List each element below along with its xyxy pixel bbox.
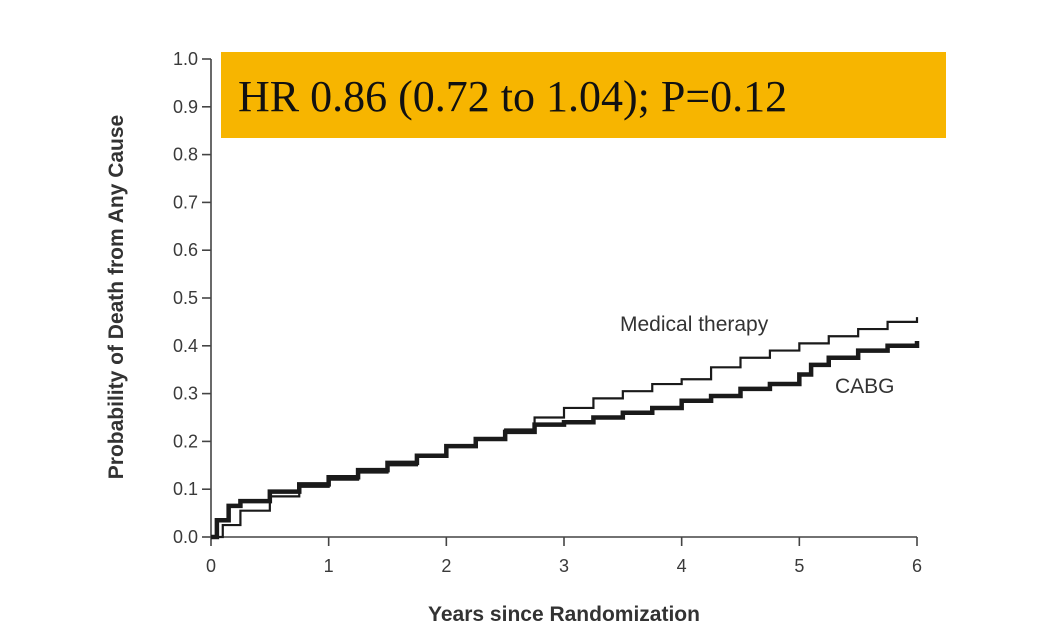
x-tick-label: 4 [677, 556, 687, 576]
y-tick-label: 0.3 [173, 384, 198, 404]
x-tick-label: 3 [559, 556, 569, 576]
x-axis-title: Years since Randomization [428, 603, 700, 626]
x-tick-label: 6 [912, 556, 922, 576]
y-tick-label: 0.0 [173, 527, 198, 547]
series-label-cabg: CABG [835, 375, 895, 398]
x-tick-label: 0 [206, 556, 216, 576]
y-tick-label: 0.2 [173, 431, 198, 451]
x-axis-ticks: 0 1 2 3 4 5 6 [206, 537, 922, 576]
y-tick-label: 0.5 [173, 288, 198, 308]
y-tick-label: 0.7 [173, 192, 198, 212]
y-tick-label: 1.0 [173, 49, 198, 69]
series-lines [211, 317, 920, 540]
y-tick-label: 0.8 [173, 145, 198, 165]
series-line-cabg [211, 341, 920, 540]
series-label-medical-therapy: Medical therapy [620, 313, 769, 336]
x-tick-label: 5 [794, 556, 804, 576]
x-tick-label: 2 [441, 556, 451, 576]
y-tick-label: 0.4 [173, 336, 198, 356]
hazard-ratio-box [221, 52, 946, 138]
y-axis-ticks: 0.0 0.1 0.2 0.3 0.4 0.5 0.6 0.7 0.8 0.9 1.0 [173, 49, 211, 547]
y-tick-label: 0.1 [173, 479, 198, 499]
x-tick-label: 1 [324, 556, 334, 576]
y-axis-title: Probability of Death from Any Cause [105, 115, 128, 479]
hazard-ratio-text: HR 0.86 (0.72 to 1.04); P=0.12 [238, 72, 787, 121]
series-line-medical-therapy [211, 317, 919, 539]
y-tick-label: 0.9 [173, 97, 198, 117]
y-tick-label: 0.6 [173, 240, 198, 260]
